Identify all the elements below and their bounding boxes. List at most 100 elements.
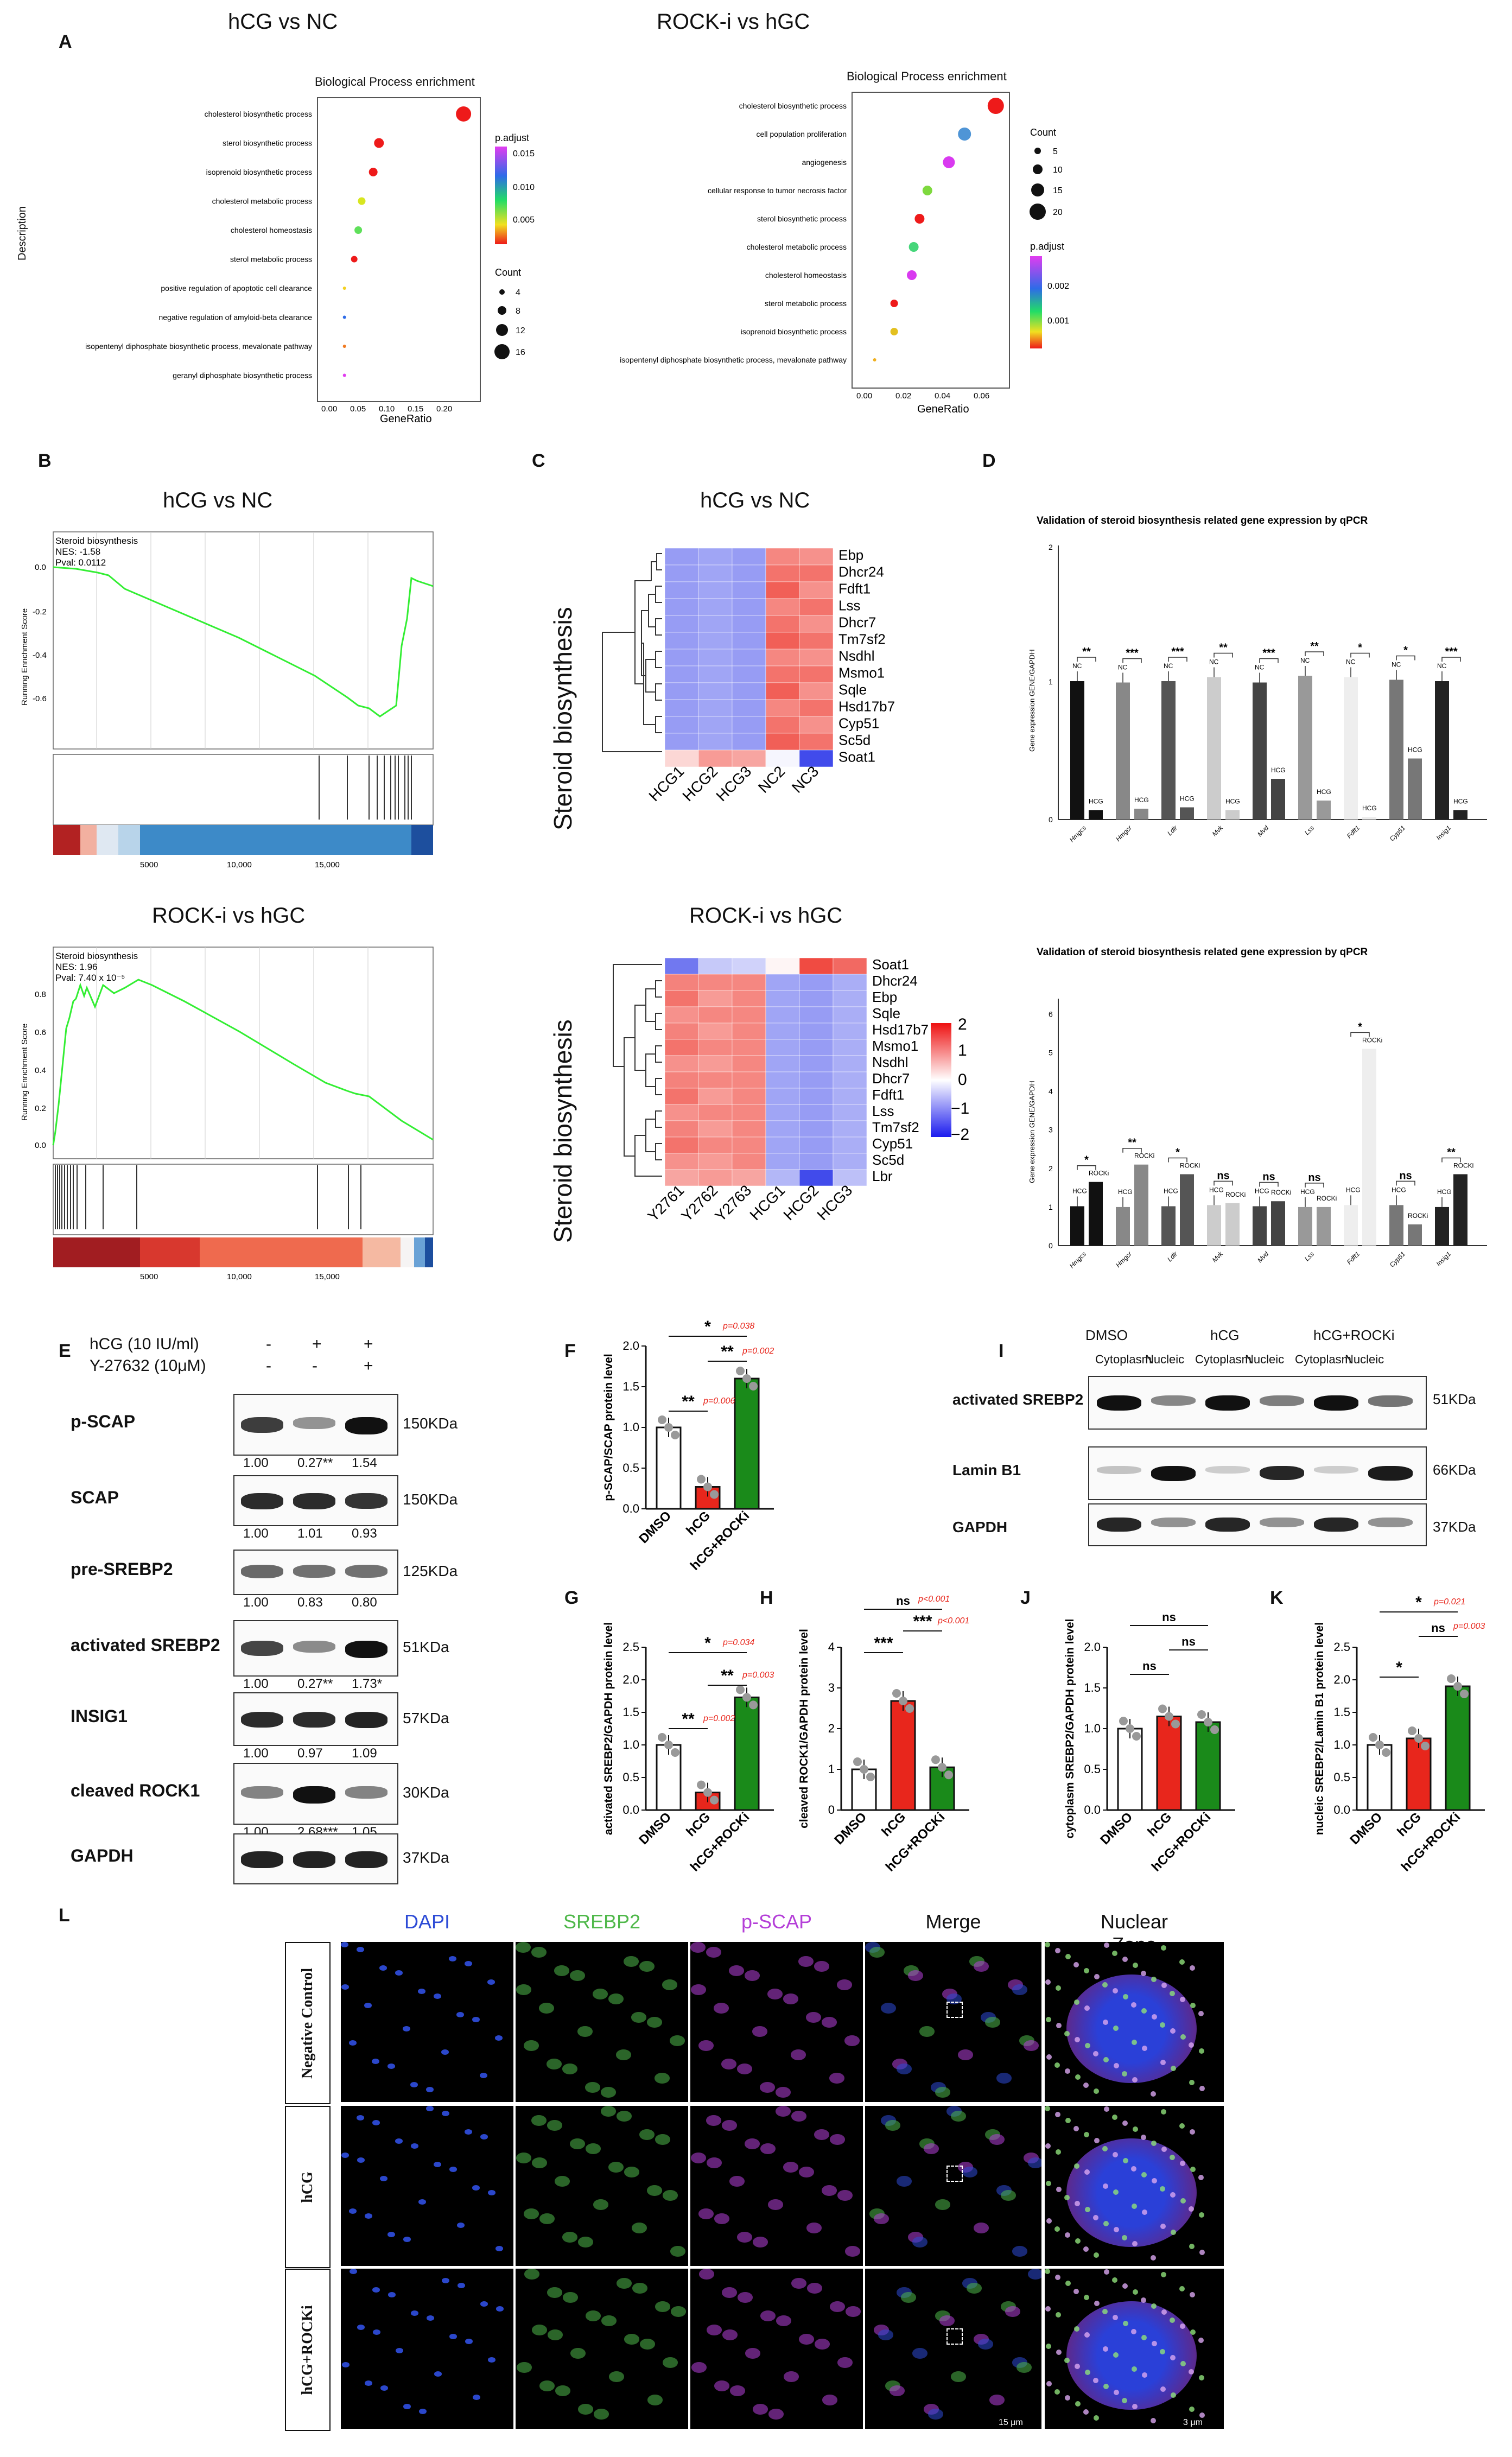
a-right-term: angiogenesis — [802, 158, 847, 167]
e-band — [345, 1641, 387, 1658]
l-puncta — [1170, 2028, 1176, 2034]
l-puncta — [1103, 2346, 1108, 2352]
d-top-sig: * — [1358, 642, 1362, 654]
l-cell — [647, 2185, 662, 2196]
l-cell — [357, 2325, 365, 2330]
l-cell — [365, 2213, 372, 2219]
c-bottom-cell — [732, 1039, 766, 1056]
l-puncta — [1133, 2126, 1138, 2132]
d-top-bar-nc — [1070, 681, 1084, 820]
c-bottom-cell — [664, 1104, 699, 1121]
l-image-tile — [341, 2106, 513, 2266]
c-bottom-scale-bar — [931, 1023, 951, 1137]
chart-H-point — [938, 1763, 946, 1772]
l-puncta — [1055, 2275, 1060, 2280]
c-top-cell — [732, 581, 766, 599]
l-puncta — [1122, 2398, 1127, 2403]
c-top-cell — [664, 716, 699, 734]
a-right-term: sterol metabolic process — [765, 299, 847, 308]
c-bottom-cell — [664, 1137, 699, 1154]
c-top-cell — [799, 716, 834, 734]
l-cell — [946, 1993, 962, 2004]
chart-K-ytick: 2.0 — [1333, 1673, 1350, 1686]
chart-G-ytick: 2.5 — [622, 1640, 639, 1654]
d-top-bar-nc — [1389, 680, 1403, 820]
chart-F-ylabel: p-SCAP/SCAP protein level — [602, 1354, 615, 1501]
c-top-dendrogram — [602, 553, 662, 752]
c-bottom-cell — [664, 974, 699, 991]
d-bottom-bar-rocki — [1089, 1182, 1103, 1246]
l-puncta — [1152, 2341, 1157, 2346]
l-cell — [372, 2120, 380, 2125]
e-row-kda: 51KDa — [403, 1639, 449, 1655]
c-top-cell — [664, 733, 699, 751]
d-bottom-bar-rocki — [1317, 1207, 1331, 1246]
e-row-kda: 150KDa — [403, 1491, 458, 1508]
l-puncta — [1075, 2201, 1080, 2206]
i-band — [1314, 1517, 1358, 1532]
l-cell — [442, 2111, 449, 2116]
l-cell — [364, 2003, 372, 2008]
chart-J-point — [1126, 1724, 1134, 1733]
l-puncta — [1141, 2335, 1147, 2340]
a-left-count-title: Count — [495, 267, 521, 278]
l-cell — [829, 2073, 844, 2084]
e-row-name: pre-SREBP2 — [71, 1559, 173, 1579]
l-zoom-box — [946, 2328, 963, 2345]
l-cell — [357, 2157, 365, 2163]
b-top-hits-frame — [53, 754, 434, 826]
c-bottom-cell — [799, 1137, 834, 1154]
a-right-xtick: 0.06 — [974, 391, 989, 401]
l-puncta — [1161, 2309, 1167, 2315]
l-cell — [555, 2176, 570, 2187]
chart-H-point — [866, 1773, 875, 1781]
d-bottom-ytick: 1 — [1049, 1203, 1053, 1211]
e-band — [293, 1565, 335, 1578]
l-puncta — [1199, 2048, 1204, 2054]
l-zoom-box — [946, 2002, 963, 2018]
c-top-cell — [664, 750, 699, 767]
l-cell — [586, 2310, 601, 2321]
d-bottom-bar-hcg — [1435, 1207, 1449, 1246]
a-left-count-t2: 12 — [516, 326, 525, 335]
b-bottom-gsea: Steroid biosynthesis NES: 1.96 Pval: 7.4… — [22, 947, 434, 1281]
l-puncta — [1141, 2135, 1146, 2140]
l-cell — [341, 1984, 349, 1990]
l-cell — [624, 2167, 639, 2177]
c-bottom-side-label: Steroid biosynthesis — [549, 1019, 577, 1243]
l-cell — [516, 1942, 531, 1953]
chart-K-category: DMSO — [1347, 1810, 1385, 1847]
l-puncta — [1065, 2281, 1071, 2286]
e-row-quant: 1.00 — [243, 1526, 269, 1541]
c-bottom-gene-label: Lbr — [872, 1168, 893, 1184]
c-bottom-cell — [799, 1088, 834, 1105]
chart-F-ytick: 1.0 — [622, 1420, 639, 1434]
c-bottom-sample-label: HCG1 — [747, 1182, 789, 1223]
l-puncta — [1085, 2207, 1090, 2212]
a-left-count-t1: 8 — [516, 307, 520, 316]
l-cell — [1028, 2269, 1041, 2280]
l-cell — [670, 2246, 685, 2257]
l-puncta — [1170, 1991, 1175, 1996]
l-cell — [624, 2334, 639, 2345]
l-cell — [458, 2283, 465, 2288]
e-blot-strip — [233, 1620, 398, 1677]
c-top-cell — [799, 699, 834, 717]
chart-G-ytick: 2.0 — [622, 1673, 639, 1686]
chart-J-point — [1210, 1725, 1219, 1734]
d-bottom-gene-label: Fdft1 — [1345, 1250, 1361, 1266]
c-top-cell — [664, 649, 699, 666]
d-top-label-g2: HCG — [1089, 798, 1103, 805]
f-barchart: 2.0 1.5 1.0 0.5 0.0 p-SCAP/SCAP protein level… — [602, 1318, 774, 1573]
e-row-kda: 30KDa — [403, 1784, 449, 1801]
l-column-label: Merge — [925, 1910, 981, 1933]
a-left-term: cholesterol homeostasis — [231, 226, 312, 234]
c-top-cell — [765, 649, 800, 666]
l-puncta — [1151, 2141, 1157, 2146]
l-puncta — [1113, 2352, 1119, 2358]
c-bottom-scale-t3: −1 — [951, 1100, 969, 1118]
a-left-dot — [351, 256, 358, 263]
a-right-count-t0: 5 — [1053, 147, 1058, 156]
c-bottom-cell — [833, 1006, 867, 1024]
l-cell — [570, 1970, 585, 1981]
